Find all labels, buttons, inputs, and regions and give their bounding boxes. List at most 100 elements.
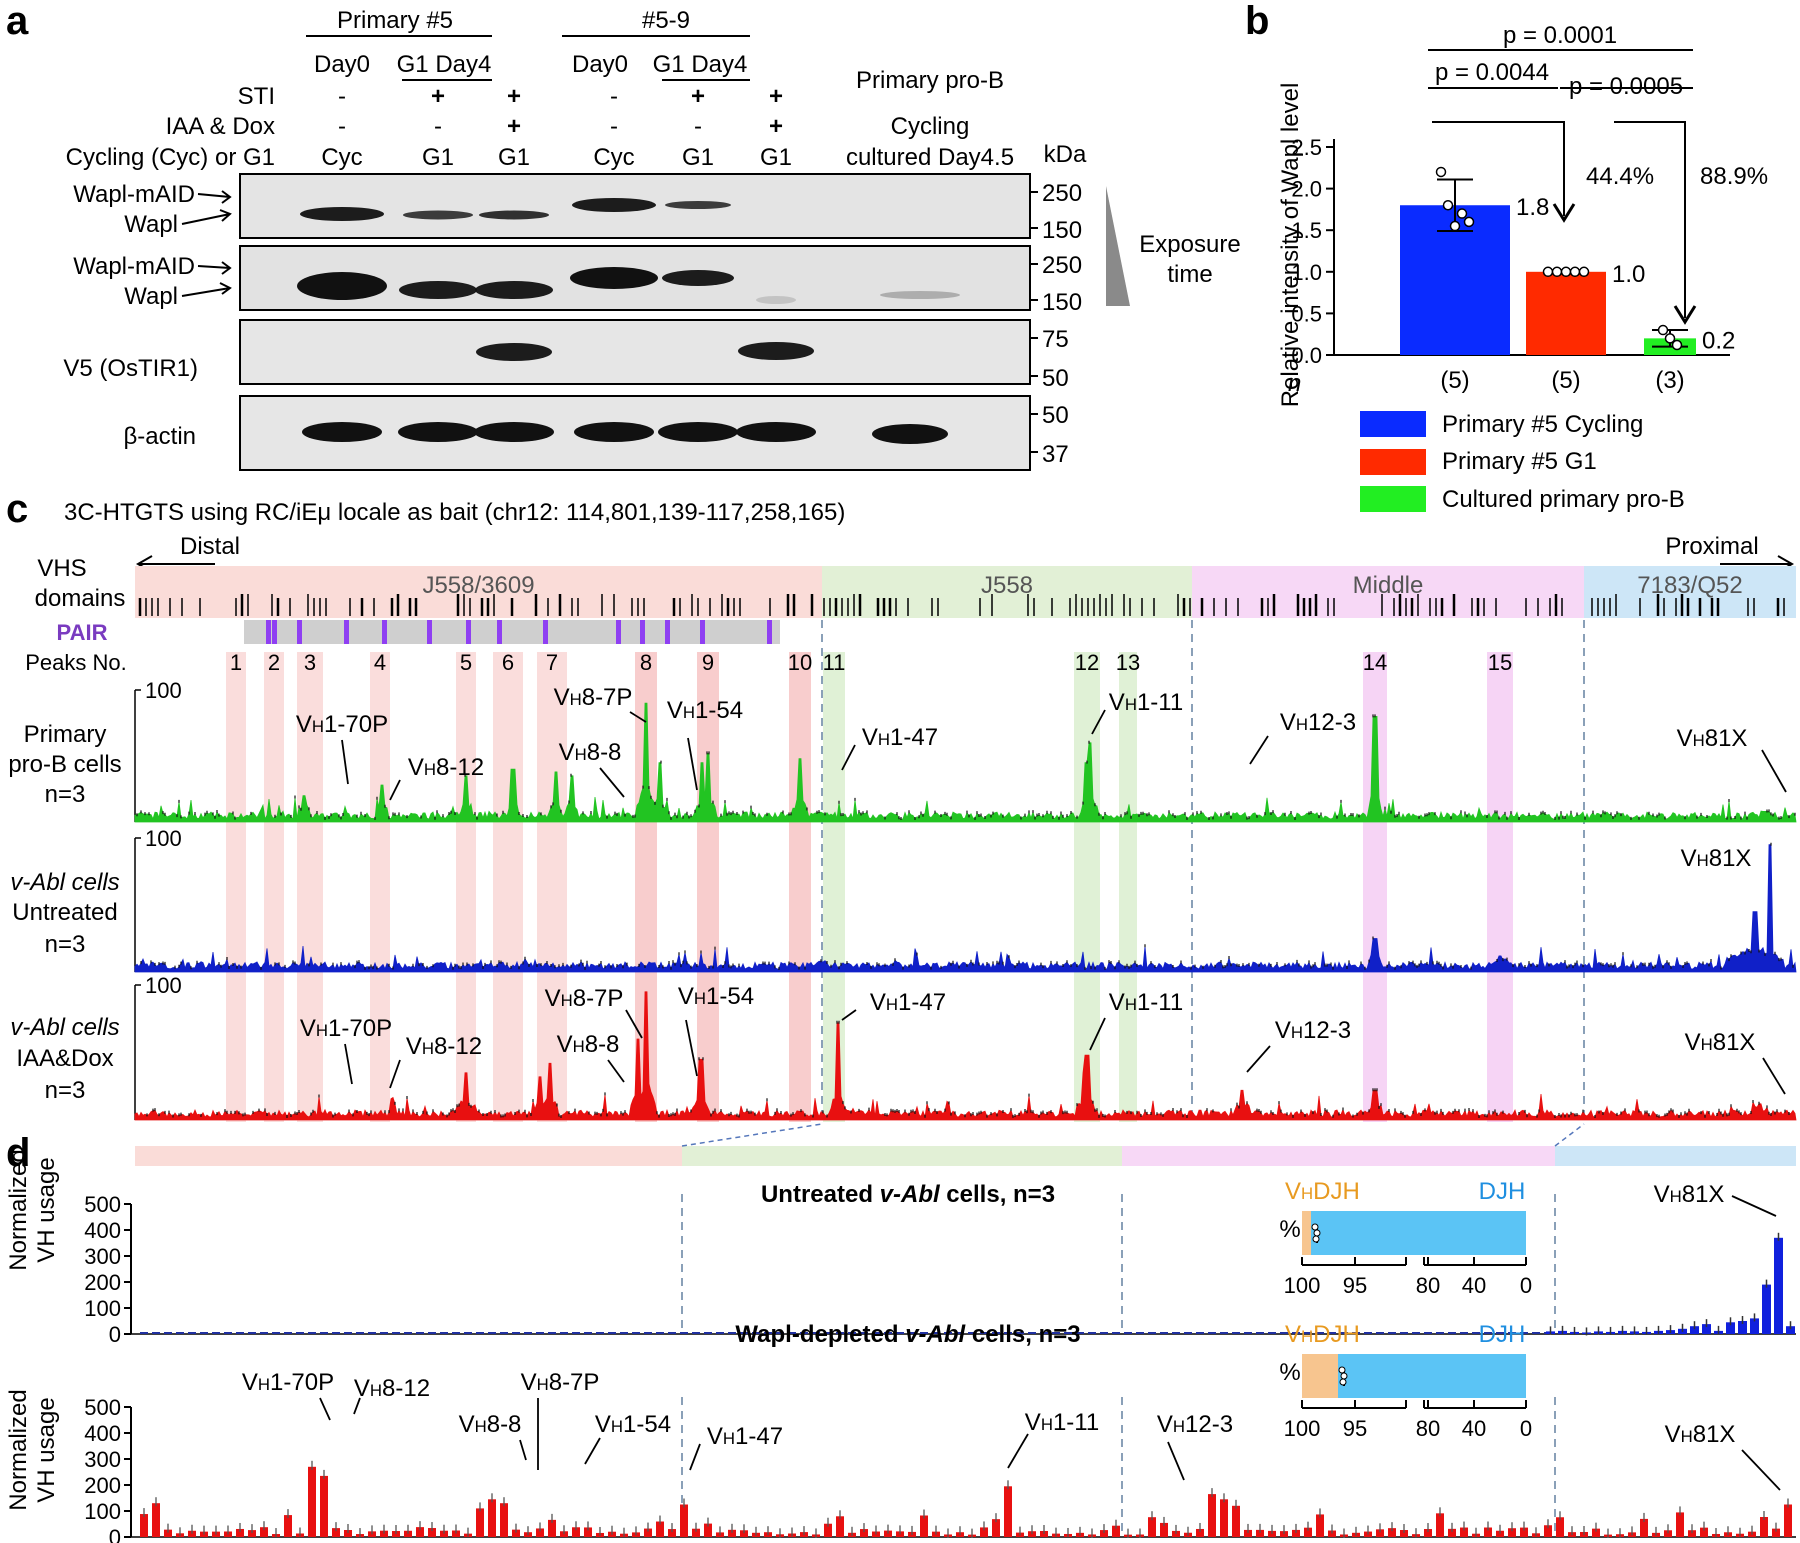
d1-bar [1220,1332,1228,1334]
d2-bar-128 [1676,1512,1684,1537]
d1-prox-bar-16 [1738,1321,1747,1334]
t1-annot-4-line [599,767,625,798]
t1-annot-0-line [341,739,349,785]
d2-bar-109 [1448,1528,1456,1537]
t3-annot-3: VH8-8 [557,1031,620,1058]
b-category-1: (5) [1551,367,1580,394]
b-value-label-0: 1.8 [1516,194,1549,221]
d1-bar [764,1332,772,1334]
d1-bar [332,1332,340,1334]
b-point-0-0 [1435,166,1447,178]
blot2-label-mAID: Wapl-mAID [73,253,195,280]
group1-label: Primary #5 [337,7,453,34]
blot2-label-wapl: Wapl [124,283,178,310]
pair-label: PAIR [57,620,108,645]
b-point-0-4 [1463,216,1475,228]
day0-label-1: Day0 [314,51,370,78]
d1-bar [848,1332,856,1334]
d2-bar-117 [1544,1525,1552,1537]
d1-bar [872,1332,880,1334]
d1-bar [1472,1332,1480,1334]
d1-bar [1412,1332,1420,1334]
d2-bar-72 [1004,1486,1012,1537]
row-cyc-label: Cycling (Cyc) or G1 [66,144,275,171]
blot3-mw-75: 75 [1042,326,1069,353]
iaa-lane-1: - [434,113,442,140]
d1-title: Untreated v-Abl cells, n=3 [761,1181,1055,1208]
d2-annot-7: VH12-3 [1157,1411,1233,1438]
sti-lane-2: + [507,83,521,110]
d1-inset-tick-label-5: 40 [1462,1273,1486,1298]
t1-annot-1: VH8-12 [408,754,484,781]
d1-bar [356,1332,364,1334]
d2-bar-98 [1316,1514,1324,1537]
d2-bar-46 [692,1528,700,1537]
d1-inset-dj: DJH [1479,1178,1526,1205]
d1-ytick-label-3: 300 [84,1244,121,1269]
d2-annot-6-line [1007,1433,1029,1469]
blot4-band-5 [736,422,816,442]
blot2-band-4 [570,267,658,289]
vh-domains-track: J558/3609 J558 Middle 7183/Q52 [135,566,1796,618]
sti-lane-4: + [691,83,705,110]
d1-bar [320,1332,328,1334]
b-point-1-0 [1542,266,1554,278]
d2-inset-tick-label-1: 95 [1343,1416,1367,1441]
d2-bar-94 [1268,1530,1276,1537]
iaa-lane-0: - [338,113,346,140]
legend-swatch-cultured [1360,486,1426,512]
g1day4-label-2: G1 Day4 [653,51,748,78]
d1-bar [1148,1332,1156,1334]
d2-bar-115 [1520,1527,1528,1537]
panel-c-letter: c [6,487,28,531]
d2-bar-16 [332,1528,340,1537]
blot4-band-4 [658,422,738,442]
lane-labels: - - Cyc + - G1 + + G1 - - Cyc + - G1 + + G1 [321,83,792,171]
pair-track [244,620,780,644]
d2-bar-2 [164,1529,172,1537]
d2-bar-85 [1160,1522,1168,1537]
sti-lane-0: - [338,83,346,110]
d2-ytick-label-3: 300 [84,1447,121,1472]
d1-bar [464,1332,472,1334]
d2-bar-0 [140,1514,148,1537]
d2-bar-113 [1496,1530,1504,1537]
pair-element-13 [767,620,772,644]
3c-htgts-tracks: 100 100 100 [134,678,1797,1121]
panel-c-title: 3C-HTGTS using RC/iEμ locale as bait (ch… [64,499,845,526]
d2-bar-103 [1376,1529,1384,1537]
blot4-band-2 [474,422,554,442]
d2-bar-108 [1436,1513,1444,1537]
d2-annot-1-line [353,1397,361,1415]
b-ytick-label-2: 1.0 [1291,260,1322,285]
b-point-2-0 [1657,324,1669,336]
t3-annot-5-line [841,1009,857,1021]
d2-bar-129 [1688,1530,1696,1537]
d1-annot-vh81x: VH81X [1654,1181,1725,1208]
d1-inset-pct: % [1279,1216,1300,1243]
blot1-band-4 [572,198,656,212]
d1-bar [344,1332,352,1334]
blot3-band-1 [476,343,552,361]
b-category-2: (3) [1655,367,1684,394]
d1-bar [536,1332,544,1334]
d2-bar-121 [1592,1528,1600,1537]
d1-bar [716,1332,724,1334]
d1-bar [1136,1332,1144,1334]
t1-annot-7: VH12-3 [1280,709,1356,736]
b-point-1-1 [1551,266,1563,278]
t1-annot-2: VH8-7P [554,684,633,711]
d2-bar-65 [920,1515,928,1537]
d1-bar [452,1332,460,1334]
d1-bar [212,1332,220,1334]
panel-a: a Primary #5 #5-9 Day0 G1 Day4 Day0 G1 D… [6,0,1241,471]
d2-inset-vhdjh-bar [1302,1354,1338,1398]
t1-annot-5-line [841,744,856,771]
d1-bar [896,1332,904,1334]
d2-inset-tick-label-4: 80 [1416,1416,1440,1441]
d2-annot-8-line [1741,1449,1781,1491]
peak-highlight-1 [226,652,246,1122]
d2-bar-135 [1760,1517,1768,1537]
